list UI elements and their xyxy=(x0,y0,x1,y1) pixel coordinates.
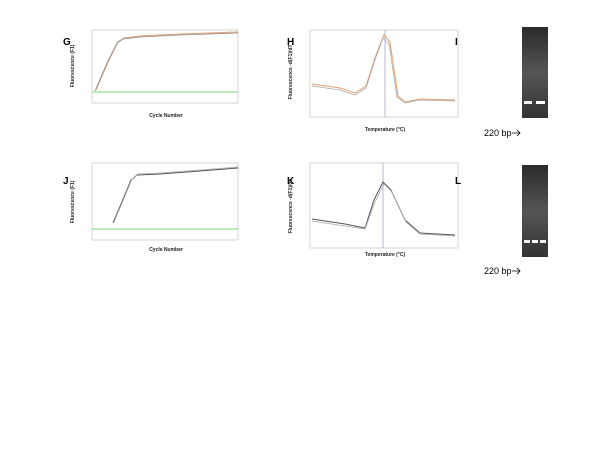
panel-label: I xyxy=(455,37,458,48)
gel-band xyxy=(536,101,545,104)
curve xyxy=(311,37,456,104)
x-axis-label: Temperature (°C) xyxy=(365,252,406,258)
plot-frame xyxy=(91,162,239,241)
gel-band xyxy=(524,101,532,104)
y-axis-label: Fluorescence -d(F1)/dT xyxy=(288,44,294,99)
y-axis-label: Fluorescence (F1) xyxy=(70,180,76,223)
curve xyxy=(311,183,456,237)
x-axis-label: Temperature (°C) xyxy=(365,127,406,133)
gel-band xyxy=(532,240,538,243)
panel-label: L xyxy=(455,176,461,187)
curve xyxy=(311,181,456,236)
gel-band xyxy=(540,240,546,243)
x-axis-label: Cycle Number xyxy=(149,247,183,253)
curve xyxy=(94,32,239,92)
gel xyxy=(522,27,548,118)
panel-label: K xyxy=(287,176,295,187)
y-axis-label: Fluorescence -d(F1)/dT xyxy=(288,178,294,233)
plot-frame xyxy=(91,29,239,104)
panel-label: G xyxy=(63,37,71,48)
band-label: 220 bp xyxy=(484,266,512,276)
gel-band xyxy=(524,240,530,243)
curve xyxy=(113,166,239,223)
band-label: 220 bp xyxy=(484,128,512,138)
curve xyxy=(95,31,239,91)
arrow xyxy=(512,267,521,275)
curve xyxy=(112,167,239,224)
plot-frame xyxy=(309,29,459,118)
plot-frame xyxy=(309,162,459,249)
curve xyxy=(311,34,456,103)
panel-label: H xyxy=(287,37,294,48)
panel-label: J xyxy=(63,176,69,187)
x-axis-label: Cycle Number xyxy=(149,113,183,119)
gel xyxy=(522,165,548,257)
arrow xyxy=(512,129,521,137)
y-axis-label: Fluorescence (F1) xyxy=(70,44,76,87)
